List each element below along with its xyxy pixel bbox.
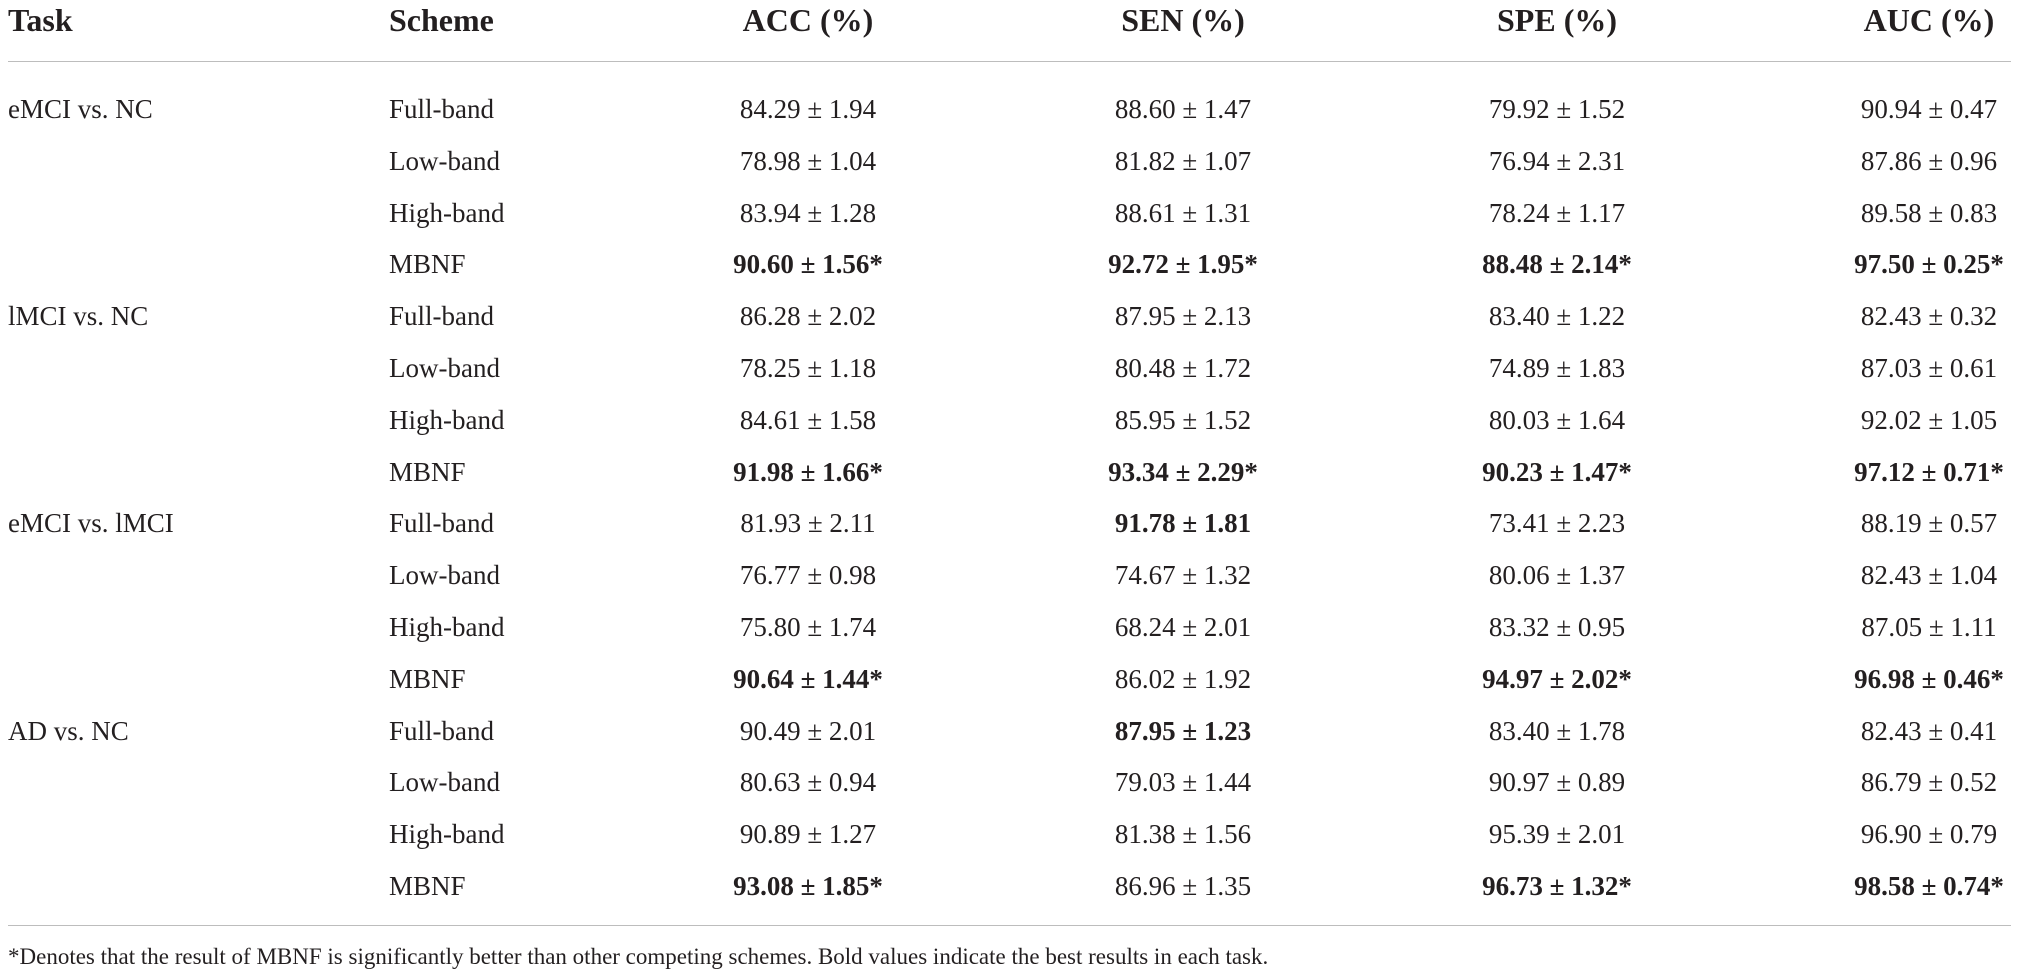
sen-cell: 85.95 ± 1.52 xyxy=(1114,404,1252,435)
acc-cell: 75.80 ± 1.74 xyxy=(739,612,877,642)
auc-cell: 82.43 ± 1.04 xyxy=(1860,560,1998,591)
scheme-label: High-band xyxy=(389,612,505,642)
task-label: eMCI vs. NC xyxy=(8,94,153,124)
header-auc: AUC (%) xyxy=(1863,2,1995,38)
scheme-label: Full-band xyxy=(389,301,494,332)
spe-cell: 83.40 ± 1.22 xyxy=(1488,301,1626,332)
spe-cell: 74.89 ± 1.83 xyxy=(1488,353,1626,383)
scheme-label: Low-band xyxy=(389,767,500,798)
acc-cell: 81.93 ± 2.11 xyxy=(740,508,876,539)
sen-cell: 91.78 ± 1.81 xyxy=(1114,508,1252,539)
sen-cell: 81.38 ± 1.56 xyxy=(1114,819,1252,850)
header-task: Task xyxy=(8,2,73,38)
acc-cell: 76.77 ± 0.98 xyxy=(739,560,877,591)
acc-cell: 91.98 ± 1.66* xyxy=(733,456,883,487)
task-label: eMCI vs. lMCI xyxy=(8,508,174,539)
acc-cell: 90.60 ± 1.56* xyxy=(733,249,883,280)
sen-cell: 88.60 ± 1.47 xyxy=(1114,94,1252,124)
auc-cell: 89.58 ± 0.83 xyxy=(1860,197,1998,228)
auc-cell: 90.94 ± 0.47 xyxy=(1860,94,1998,124)
acc-cell: 93.08 ± 1.85* xyxy=(733,871,883,901)
acc-cell: 90.64 ± 1.44* xyxy=(733,663,883,694)
auc-cell: 96.98 ± 0.46* xyxy=(1854,663,2004,694)
acc-cell: 83.94 ± 1.28 xyxy=(739,197,877,228)
header-acc: ACC (%) xyxy=(742,2,874,38)
auc-cell: 98.58 ± 0.74* xyxy=(1854,871,2004,901)
sen-cell: 87.95 ± 2.13 xyxy=(1114,301,1252,332)
spe-cell: 80.03 ± 1.64 xyxy=(1488,404,1626,435)
scheme-label: Full-band xyxy=(389,715,494,746)
table-footnote: *Denotes that the result of MBNF is sign… xyxy=(8,944,1269,969)
sen-cell: 92.72 ± 1.95* xyxy=(1108,249,1258,280)
header-sen: SEN (%) xyxy=(1121,2,1245,38)
spe-cell: 95.39 ± 2.01 xyxy=(1488,819,1626,850)
task-label: lMCI vs. NC xyxy=(8,301,149,332)
sen-cell: 86.96 ± 1.35 xyxy=(1114,871,1252,901)
spe-cell: 79.92 ± 1.52 xyxy=(1488,94,1626,124)
sen-cell: 68.24 ± 2.01 xyxy=(1114,612,1252,642)
sen-cell: 79.03 ± 1.44 xyxy=(1114,767,1252,798)
scheme-label: High-band xyxy=(389,819,505,850)
sen-cell: 81.82 ± 1.07 xyxy=(1114,145,1252,176)
task-label: AD vs. NC xyxy=(8,715,129,746)
sen-cell: 93.34 ± 2.29* xyxy=(1108,456,1258,487)
sen-cell: 80.48 ± 1.72 xyxy=(1114,353,1252,383)
sen-cell: 87.95 ± 1.23 xyxy=(1114,715,1252,746)
scheme-label: Low-band xyxy=(389,353,500,383)
spe-cell: 94.97 ± 2.02* xyxy=(1482,663,1632,694)
acc-cell: 90.49 ± 2.01 xyxy=(739,715,877,746)
scheme-label: MBNF xyxy=(389,663,466,694)
spe-cell: 78.24 ± 1.17 xyxy=(1488,197,1626,228)
spe-cell: 83.32 ± 0.95 xyxy=(1488,612,1626,642)
spe-cell: 73.41 ± 2.23 xyxy=(1488,508,1626,539)
auc-cell: 87.05 ± 1.11 xyxy=(1861,612,1997,642)
scheme-label: Low-band xyxy=(389,560,500,591)
sen-cell: 74.67 ± 1.32 xyxy=(1114,560,1252,591)
bottom-rule xyxy=(8,925,2011,926)
acc-cell: 84.29 ± 1.94 xyxy=(739,94,877,124)
spe-cell: 76.94 ± 2.31 xyxy=(1488,145,1626,176)
scheme-label: MBNF xyxy=(389,871,466,901)
auc-cell: 87.86 ± 0.96 xyxy=(1860,145,1998,176)
spe-cell: 90.97 ± 0.89 xyxy=(1488,767,1626,798)
auc-cell: 82.43 ± 0.32 xyxy=(1860,301,1998,332)
scheme-label: MBNF xyxy=(389,456,466,487)
auc-cell: 92.02 ± 1.05 xyxy=(1860,404,1998,435)
acc-cell: 78.98 ± 1.04 xyxy=(739,145,877,176)
spe-cell: 83.40 ± 1.78 xyxy=(1488,715,1626,746)
acc-cell: 78.25 ± 1.18 xyxy=(739,353,877,383)
scheme-label: Full-band xyxy=(389,94,494,124)
auc-cell: 96.90 ± 0.79 xyxy=(1860,819,1998,850)
acc-cell: 84.61 ± 1.58 xyxy=(739,404,877,435)
header-rule xyxy=(8,61,2011,62)
auc-cell: 97.50 ± 0.25* xyxy=(1854,249,2004,280)
auc-cell: 97.12 ± 0.71* xyxy=(1854,456,2004,487)
acc-cell: 86.28 ± 2.02 xyxy=(739,301,877,332)
auc-cell: 87.03 ± 0.61 xyxy=(1860,353,1998,383)
scheme-label: High-band xyxy=(389,197,505,228)
acc-cell: 80.63 ± 0.94 xyxy=(739,767,877,798)
scheme-label: Full-band xyxy=(389,508,494,539)
spe-cell: 88.48 ± 2.14* xyxy=(1482,249,1632,280)
sen-cell: 86.02 ± 1.92 xyxy=(1114,663,1252,694)
acc-cell: 90.89 ± 1.27 xyxy=(739,819,877,850)
header-spe: SPE (%) xyxy=(1497,2,1617,38)
spe-cell: 80.06 ± 1.37 xyxy=(1488,560,1626,591)
sen-cell: 88.61 ± 1.31 xyxy=(1114,197,1252,228)
spe-cell: 96.73 ± 1.32* xyxy=(1482,871,1632,901)
scheme-label: High-band xyxy=(389,404,505,435)
spe-cell: 90.23 ± 1.47* xyxy=(1482,456,1632,487)
scheme-label: Low-band xyxy=(389,145,500,176)
header-scheme: Scheme xyxy=(389,2,494,38)
auc-cell: 88.19 ± 0.57 xyxy=(1860,508,1998,539)
auc-cell: 86.79 ± 0.52 xyxy=(1860,767,1998,798)
scheme-label: MBNF xyxy=(389,249,466,280)
auc-cell: 82.43 ± 0.41 xyxy=(1860,715,1998,746)
